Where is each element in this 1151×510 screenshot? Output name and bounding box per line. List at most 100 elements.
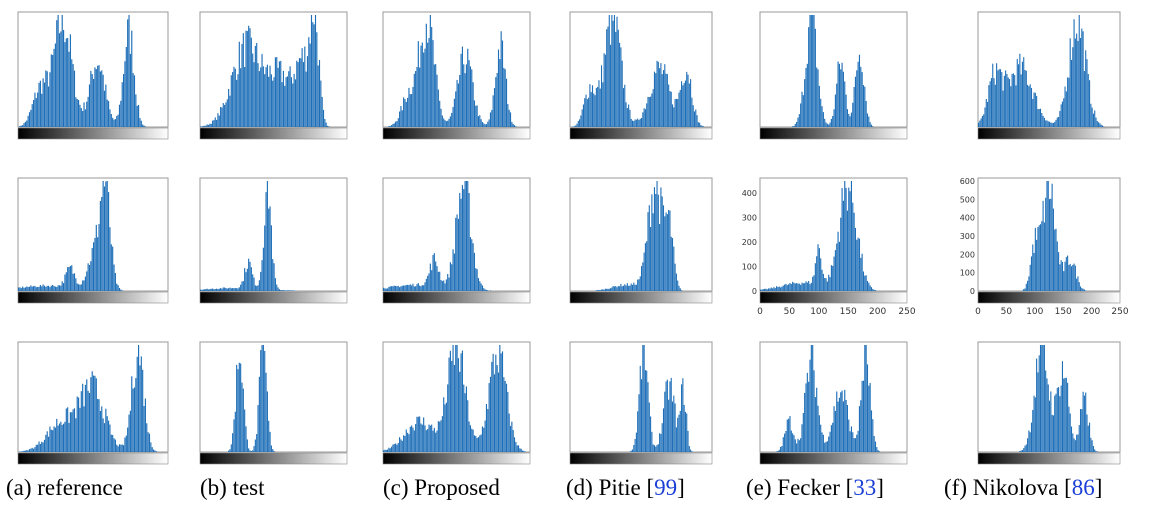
- histogram-bar: [1068, 406, 1070, 452]
- histogram-bar: [264, 350, 266, 452]
- histogram-bar: [132, 73, 134, 127]
- histogram-bar: [50, 285, 52, 291]
- histogram-bar: [237, 369, 239, 452]
- histogram-bar: [678, 414, 680, 452]
- intensity-colorbar: [759, 127, 908, 140]
- histogram-bar: [824, 278, 826, 291]
- histogram-bar: [690, 449, 692, 452]
- histogram-bar: [670, 236, 672, 291]
- histogram-bar: [877, 450, 879, 452]
- histogram-bar: [646, 103, 648, 127]
- histogram-bar: [1007, 77, 1009, 127]
- histogram-bar: [684, 411, 686, 452]
- histogram-bar: [452, 345, 454, 452]
- histogram-bar: [103, 90, 106, 127]
- histogram-bar: [1085, 392, 1087, 452]
- histogram-bar: [216, 288, 218, 291]
- histogram-bar: [497, 49, 500, 128]
- histogram-bar: [499, 59, 501, 127]
- histogram-bar: [828, 124, 830, 127]
- histogram-bar: [63, 283, 65, 291]
- histogram-bar: [415, 424, 417, 452]
- histogram-bar: [842, 200, 844, 291]
- histogram-bar: [65, 408, 67, 452]
- histogram-bar: [988, 85, 990, 127]
- histogram-bar: [459, 371, 461, 452]
- histogram-bar: [241, 382, 243, 452]
- histogram-bar: [515, 441, 517, 452]
- histogram-bar: [841, 188, 843, 291]
- histogram-bar: [415, 71, 417, 127]
- histogram-bar: [73, 408, 76, 452]
- histogram-bar: [469, 425, 471, 452]
- histogram-bar: [480, 434, 482, 452]
- histogram-bar: [1034, 397, 1036, 452]
- histogram-bar: [1002, 90, 1004, 127]
- citation-link[interactable]: 86: [1071, 475, 1095, 500]
- histogram-bar: [57, 285, 59, 291]
- histogram-bar: [673, 246, 675, 291]
- histogram-bar: [463, 64, 465, 127]
- histogram-bar: [621, 286, 623, 291]
- histogram-bar: [250, 37, 252, 127]
- citation-link[interactable]: 99: [654, 475, 678, 500]
- histogram-bar: [309, 43, 311, 128]
- histogram-bar: [511, 121, 513, 127]
- caption-nikolova: (f) Nikolova [86]: [944, 475, 1103, 500]
- histogram-bar: [682, 378, 684, 452]
- histogram-bar: [75, 418, 77, 452]
- histogram-bar: [142, 124, 144, 127]
- caption-pitie: (d) Pitie [99]: [566, 475, 685, 500]
- histogram-bar: [656, 444, 658, 452]
- histogram-bar: [581, 109, 583, 127]
- histogram-bar: [691, 451, 693, 452]
- histogram-bar: [105, 408, 107, 452]
- histogram-bar: [399, 111, 401, 127]
- histogram-bar: [97, 398, 99, 452]
- citation-link[interactable]: 33: [853, 475, 877, 500]
- histogram-bar: [785, 283, 787, 291]
- histogram-bar: [1082, 288, 1084, 291]
- histogram-bar: [1027, 84, 1029, 127]
- histogram-bar: [838, 397, 840, 452]
- histogram-bar: [273, 450, 275, 452]
- histogram-bar: [60, 31, 62, 127]
- histogram-bar: [849, 431, 851, 452]
- intensity-colorbar: [17, 452, 169, 465]
- histogram-bar: [577, 120, 579, 127]
- histogram-bar: [409, 284, 411, 291]
- histogram-bar: [794, 123, 796, 127]
- histogram-bar: [1038, 225, 1040, 291]
- histogram-bar: [1018, 64, 1020, 127]
- histogram-bar: [75, 278, 77, 291]
- histogram-bar: [456, 214, 458, 291]
- histogram-bar: [599, 88, 601, 127]
- histogram-bar: [481, 426, 484, 452]
- histogram-bar: [677, 99, 679, 127]
- histogram-bar: [245, 30, 247, 127]
- histogram-bar: [1024, 445, 1026, 452]
- intensity-colorbar: [17, 127, 169, 140]
- histogram-bar: [109, 227, 111, 291]
- histogram-bar: [417, 283, 419, 291]
- histogram-bar: [229, 449, 231, 452]
- histogram-bar: [69, 412, 71, 452]
- histogram-bar: [625, 285, 627, 291]
- histogram-bar: [821, 269, 823, 291]
- histogram-bar: [101, 70, 103, 127]
- histogram-bar: [64, 421, 66, 452]
- histogram-bar: [45, 286, 47, 291]
- histogram-bar: [1025, 70, 1027, 127]
- histogram-bar: [656, 60, 658, 127]
- histogram-bar: [669, 210, 671, 291]
- histogram-bar: [1033, 395, 1035, 452]
- histogram-bar: [630, 118, 632, 127]
- histogram-panel: [977, 341, 1121, 465]
- histogram-bar: [1069, 263, 1071, 291]
- histogram-bar: [289, 66, 291, 127]
- histogram-bar: [445, 402, 447, 452]
- histogram-bar: [655, 73, 657, 127]
- histogram-bar: [489, 376, 492, 452]
- histogram-bar: [1083, 71, 1085, 127]
- histogram-bar: [456, 345, 458, 452]
